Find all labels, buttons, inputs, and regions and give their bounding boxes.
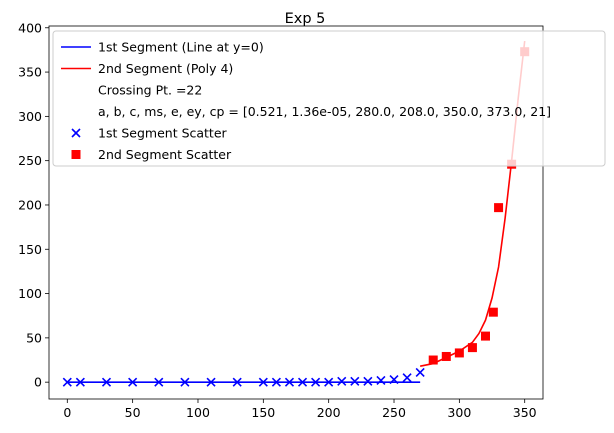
x-axis: 0 50 100 150 200 250 300 350 xyxy=(63,399,537,420)
x-marker-stroke xyxy=(62,377,72,387)
x-marker-stroke xyxy=(402,373,412,383)
legend: 1st Segment (Line at y=0) 2nd Segment (Po… xyxy=(52,30,606,167)
segment-1-scatter-point xyxy=(350,376,360,386)
segment-1-scatter-point xyxy=(206,377,216,387)
x-marker-stroke xyxy=(415,367,425,377)
x-marker-stroke xyxy=(297,377,308,387)
segment-1-scatter-point xyxy=(62,377,72,387)
x-marker-stroke xyxy=(75,377,85,387)
legend-label: 1st Segment Scatter xyxy=(98,126,228,141)
y-tick-label: 200 xyxy=(18,197,42,212)
legend-label: a, b, c, ms, e, ey, cp = [0.521, 1.36e-0… xyxy=(98,104,551,119)
segment-1-scatter-point xyxy=(258,377,268,387)
legend-label: 2nd Segment (Poly 4) xyxy=(98,61,233,76)
x-marker-stroke xyxy=(376,375,386,385)
x-marker-stroke xyxy=(71,128,81,138)
x-tick-label: 200 xyxy=(317,405,341,420)
y-tick-label: 150 xyxy=(18,242,42,257)
x-marker-stroke xyxy=(389,374,399,385)
plot-frame xyxy=(48,25,544,400)
x-marker-stroke xyxy=(337,376,347,386)
y-tick-label: 0 xyxy=(34,375,42,390)
x-tick-label: 100 xyxy=(186,405,210,420)
segment-2-scatter-point xyxy=(488,307,498,317)
segment-1-scatter-point xyxy=(180,377,190,387)
segment-1-scatter-point xyxy=(415,367,425,377)
segment-1-scatter-point xyxy=(311,377,321,387)
x-tick-label: 350 xyxy=(513,405,537,420)
legend-marker-swatch xyxy=(71,150,81,159)
segment-1-scatter-point xyxy=(376,375,386,385)
segment-1-scatter-point xyxy=(271,377,281,387)
segment-2-scatter-point xyxy=(494,203,504,213)
legend-marker-swatch xyxy=(71,128,81,138)
segment-1-scatter-point xyxy=(232,377,242,387)
segment-2-scatter-point xyxy=(441,351,451,361)
x-marker-stroke xyxy=(324,377,334,387)
y-tick-label: 400 xyxy=(18,20,42,35)
legend-label: 2nd Segment Scatter xyxy=(98,147,232,162)
x-marker-stroke xyxy=(180,377,190,387)
x-marker-stroke xyxy=(271,377,281,387)
segment-1-scatter-point xyxy=(363,376,373,386)
y-tick-label: 100 xyxy=(18,286,42,301)
x-marker-stroke xyxy=(350,376,360,386)
x-marker-stroke xyxy=(101,377,112,387)
x-tick-label: 0 xyxy=(63,405,71,420)
legend-label: 1st Segment (Line at y=0) xyxy=(98,40,264,55)
legend-box xyxy=(52,30,606,167)
x-marker-stroke xyxy=(206,377,216,387)
segment-1-scatter-point xyxy=(154,377,164,387)
x-marker-stroke xyxy=(154,377,164,387)
x-tick-label: 250 xyxy=(382,405,406,420)
segment-1-scatter-point xyxy=(402,373,412,383)
x-marker-stroke xyxy=(284,377,295,387)
y-axis: 0 50 100 150 200 250 300 350 400 xyxy=(18,20,49,390)
segment-2-scatter-point xyxy=(480,331,490,341)
segment-1-scatter-point xyxy=(389,374,399,385)
segment-1-scatter-point xyxy=(324,377,334,387)
x-tick-label: 150 xyxy=(251,405,275,420)
y-tick-label: 50 xyxy=(26,330,42,345)
x-tick-label: 300 xyxy=(447,405,471,420)
segment-2-scatter-point xyxy=(428,355,438,365)
segment-1-scatter-point xyxy=(101,377,112,387)
segment-2-scatter-point xyxy=(454,348,464,358)
y-tick-label: 300 xyxy=(18,109,42,124)
chart-title: Exp 5 xyxy=(285,11,326,27)
x-marker-stroke xyxy=(311,377,321,387)
x-tick-label: 50 xyxy=(125,405,141,420)
legend-label: Crossing Pt. =22 xyxy=(98,83,202,98)
segment-2-scatter-point xyxy=(467,343,477,353)
x-marker-stroke xyxy=(258,377,268,387)
x-marker-stroke xyxy=(128,377,138,387)
y-tick-label: 250 xyxy=(18,153,42,168)
segment-1-scatter-point xyxy=(337,376,347,386)
segment-1-scatter-point xyxy=(284,377,295,387)
segment-1-scatter-point xyxy=(75,377,85,387)
x-marker-stroke xyxy=(232,377,242,387)
y-tick-label: 350 xyxy=(18,65,42,80)
segment-1-scatter-point xyxy=(128,377,138,387)
x-marker-stroke xyxy=(363,376,373,386)
segment-1-scatter-point xyxy=(297,377,308,387)
